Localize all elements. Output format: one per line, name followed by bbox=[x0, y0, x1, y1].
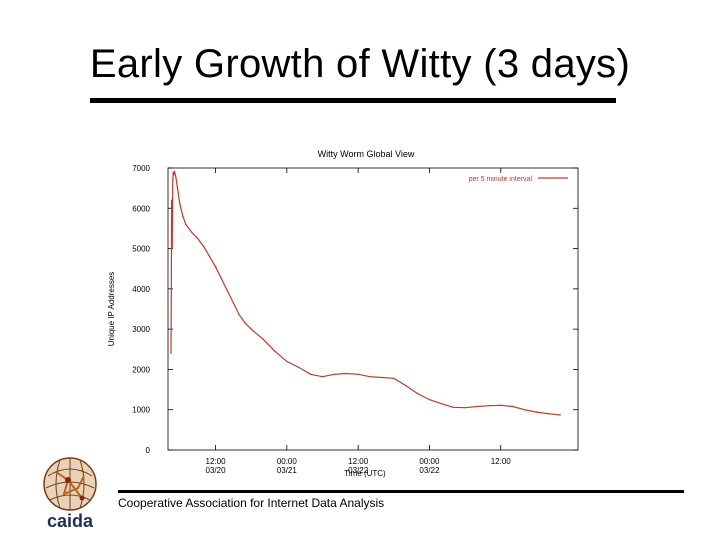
data-point bbox=[298, 366, 300, 369]
y-tick-label: 7000 bbox=[132, 164, 150, 173]
data-point bbox=[428, 398, 431, 401]
data-point bbox=[488, 404, 490, 407]
y-tick-label: 2000 bbox=[132, 365, 150, 374]
data-point bbox=[523, 409, 526, 411]
data-point bbox=[176, 187, 179, 189]
data-point bbox=[369, 375, 371, 378]
data-point bbox=[286, 360, 288, 363]
data-point bbox=[464, 407, 466, 409]
data-point bbox=[357, 373, 359, 375]
y-tick-label: 3000 bbox=[132, 325, 150, 334]
x-tick-label-time: 12:00 bbox=[206, 457, 227, 466]
y-tick-label: 0 bbox=[146, 446, 151, 455]
data-point bbox=[171, 247, 173, 250]
data-point bbox=[172, 171, 175, 173]
x-tick-label-date: 03/20 bbox=[206, 466, 227, 475]
title-underline bbox=[90, 98, 616, 103]
data-point bbox=[182, 215, 184, 218]
legend-label: per 5 minute interval bbox=[469, 176, 533, 183]
slide-title: Early Growth of Witty (3 days) bbox=[89, 42, 631, 86]
data-point bbox=[381, 376, 383, 379]
data-point bbox=[404, 384, 407, 387]
data-point bbox=[535, 411, 538, 413]
data-point bbox=[511, 405, 514, 408]
data-point bbox=[179, 203, 181, 205]
data-point bbox=[220, 278, 223, 280]
data-point bbox=[232, 302, 235, 304]
data-point bbox=[500, 404, 502, 406]
data-point bbox=[173, 173, 175, 175]
data-point bbox=[208, 255, 211, 258]
x-tick-label-time: 12:00 bbox=[348, 457, 369, 466]
y-tick-label: 5000 bbox=[132, 245, 150, 254]
data-point bbox=[262, 338, 264, 340]
y-tick-label: 4000 bbox=[132, 285, 150, 294]
data-point bbox=[214, 266, 217, 268]
plot-frame bbox=[167, 167, 579, 451]
data-point bbox=[393, 377, 395, 379]
footer-text: Cooperative Association for Internet Dat… bbox=[118, 496, 385, 510]
x-tick-label-date: 03/22 bbox=[348, 466, 369, 475]
data-point bbox=[197, 237, 199, 240]
series-line bbox=[170, 169, 561, 416]
y-tick-label: 1000 bbox=[132, 406, 150, 415]
data-point bbox=[321, 375, 324, 378]
data-point bbox=[172, 179, 174, 181]
data-point bbox=[345, 372, 347, 375]
data-point bbox=[333, 373, 336, 375]
caida-logo: caida bbox=[43, 457, 97, 530]
data-point bbox=[250, 328, 252, 330]
data-point bbox=[191, 231, 193, 234]
data-point bbox=[547, 413, 549, 415]
y-tick-label: 6000 bbox=[132, 204, 150, 213]
x-axis-label: Time (UTC) bbox=[344, 469, 386, 478]
chart-title: Witty Worm Global View bbox=[318, 149, 415, 159]
data-point bbox=[476, 405, 478, 408]
data-point bbox=[202, 245, 205, 248]
data-point bbox=[170, 288, 172, 290]
logo-text: caida bbox=[47, 511, 94, 530]
data-point bbox=[452, 406, 454, 408]
data-point bbox=[175, 175, 177, 177]
data-point bbox=[238, 314, 241, 316]
x-tick-label-time: 00:00 bbox=[419, 457, 440, 466]
witty-chart: Witty Worm Global View Unique IP Address… bbox=[107, 149, 579, 478]
y-axis-label: Unique IP Addresses bbox=[107, 272, 116, 347]
data-point bbox=[309, 373, 312, 375]
data-point bbox=[170, 199, 173, 201]
x-tick-label-date: 03/22 bbox=[419, 466, 440, 475]
data-point bbox=[170, 352, 172, 355]
data-point bbox=[185, 223, 187, 226]
data-point bbox=[173, 171, 176, 173]
data-point bbox=[440, 402, 443, 405]
data-point bbox=[274, 350, 276, 352]
x-tick-label-time: 12:00 bbox=[491, 457, 512, 466]
x-tick-label-date: 03/21 bbox=[277, 466, 298, 475]
data-point bbox=[559, 414, 561, 416]
footer-rule bbox=[118, 490, 684, 493]
data-point bbox=[416, 392, 419, 395]
x-tick-label-time: 00:00 bbox=[277, 457, 298, 466]
data-point bbox=[244, 322, 246, 324]
data-point bbox=[226, 290, 229, 292]
